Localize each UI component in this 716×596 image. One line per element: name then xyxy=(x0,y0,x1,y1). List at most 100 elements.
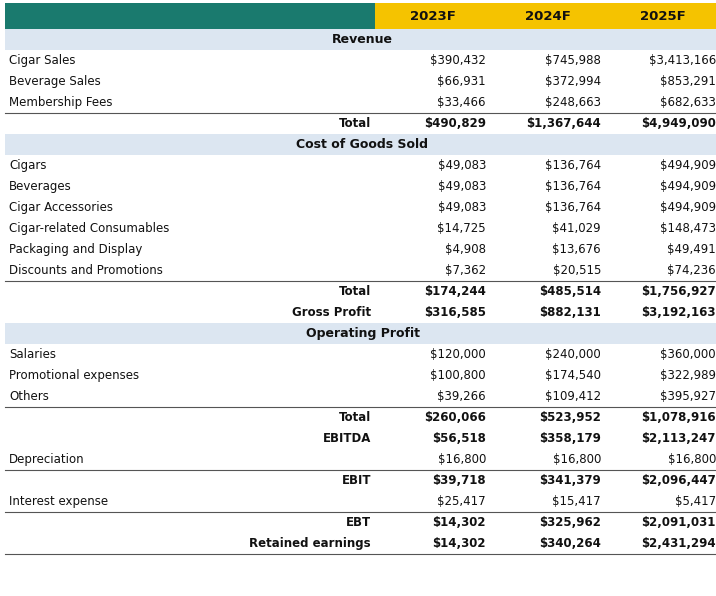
Text: $25,417: $25,417 xyxy=(437,495,486,508)
Text: $49,083: $49,083 xyxy=(437,159,486,172)
Bar xyxy=(5,386,716,407)
Text: $109,412: $109,412 xyxy=(545,390,601,403)
Bar xyxy=(5,50,716,71)
Text: $2,431,294: $2,431,294 xyxy=(642,537,716,550)
Bar xyxy=(5,29,716,50)
Bar xyxy=(5,365,716,386)
Text: $1,367,644: $1,367,644 xyxy=(526,117,601,130)
Text: 2024F: 2024F xyxy=(525,10,571,23)
Text: $490,829: $490,829 xyxy=(424,117,486,130)
Text: Cost of Goods Sold: Cost of Goods Sold xyxy=(296,138,428,151)
Text: $136,764: $136,764 xyxy=(545,180,601,193)
Text: $360,000: $360,000 xyxy=(660,348,716,361)
Bar xyxy=(5,92,716,113)
Text: $2,096,447: $2,096,447 xyxy=(642,474,716,487)
Bar xyxy=(5,71,716,92)
Text: Total: Total xyxy=(339,117,371,130)
Text: $882,131: $882,131 xyxy=(539,306,601,319)
Bar xyxy=(5,533,716,554)
Text: $494,909: $494,909 xyxy=(660,201,716,214)
Text: $148,473: $148,473 xyxy=(660,222,716,235)
Bar xyxy=(5,155,716,176)
Bar xyxy=(5,218,716,239)
Text: $16,800: $16,800 xyxy=(667,453,716,466)
Text: $56,518: $56,518 xyxy=(432,432,486,445)
Text: $74,236: $74,236 xyxy=(667,264,716,277)
Text: $41,029: $41,029 xyxy=(552,222,601,235)
Text: Membership Fees: Membership Fees xyxy=(9,96,112,109)
Bar xyxy=(5,512,716,533)
Text: Retained earnings: Retained earnings xyxy=(249,537,371,550)
Text: $14,725: $14,725 xyxy=(437,222,486,235)
Bar xyxy=(5,239,716,260)
Text: $745,988: $745,988 xyxy=(545,54,601,67)
Text: Promotional expenses: Promotional expenses xyxy=(9,369,139,382)
Bar xyxy=(5,428,716,449)
Text: $14,302: $14,302 xyxy=(432,537,486,550)
Text: 2023F: 2023F xyxy=(410,10,455,23)
Text: $1,078,916: $1,078,916 xyxy=(642,411,716,424)
Text: Packaging and Display: Packaging and Display xyxy=(9,243,142,256)
Bar xyxy=(5,134,716,155)
Text: $248,663: $248,663 xyxy=(545,96,601,109)
Text: $39,718: $39,718 xyxy=(432,474,486,487)
Text: Others: Others xyxy=(9,390,49,403)
Text: Revenue: Revenue xyxy=(332,33,393,46)
Bar xyxy=(5,281,716,302)
Text: Cigars: Cigars xyxy=(9,159,47,172)
Text: $5,417: $5,417 xyxy=(675,495,716,508)
Text: $853,291: $853,291 xyxy=(660,75,716,88)
Text: $260,066: $260,066 xyxy=(424,411,486,424)
Text: $66,931: $66,931 xyxy=(437,75,486,88)
Text: $340,264: $340,264 xyxy=(539,537,601,550)
Text: $4,908: $4,908 xyxy=(445,243,486,256)
Bar xyxy=(5,302,716,323)
Text: $120,000: $120,000 xyxy=(430,348,486,361)
Text: $682,633: $682,633 xyxy=(660,96,716,109)
Text: Cigar-related Consumables: Cigar-related Consumables xyxy=(9,222,170,235)
Text: $2,091,031: $2,091,031 xyxy=(642,516,716,529)
Text: Total: Total xyxy=(339,411,371,424)
Text: Beverage Sales: Beverage Sales xyxy=(9,75,101,88)
Text: $174,540: $174,540 xyxy=(545,369,601,382)
Text: $16,800: $16,800 xyxy=(437,453,486,466)
Text: Total: Total xyxy=(339,285,371,298)
Text: $33,466: $33,466 xyxy=(437,96,486,109)
Bar xyxy=(5,449,716,470)
Bar xyxy=(5,407,716,428)
Text: $100,800: $100,800 xyxy=(430,369,486,382)
Text: $7,362: $7,362 xyxy=(445,264,486,277)
Text: $316,585: $316,585 xyxy=(424,306,486,319)
Text: $1,756,927: $1,756,927 xyxy=(642,285,716,298)
Text: Salaries: Salaries xyxy=(9,348,56,361)
Text: $485,514: $485,514 xyxy=(539,285,601,298)
Text: Discounts and Promotions: Discounts and Promotions xyxy=(9,264,163,277)
Text: Operating Profit: Operating Profit xyxy=(306,327,420,340)
Bar xyxy=(5,323,716,344)
Text: Cigar Accessories: Cigar Accessories xyxy=(9,201,113,214)
Bar xyxy=(5,470,716,491)
Bar xyxy=(5,3,375,29)
Text: $240,000: $240,000 xyxy=(546,348,601,361)
Text: $16,800: $16,800 xyxy=(553,453,601,466)
Text: $341,379: $341,379 xyxy=(539,474,601,487)
Text: Depreciation: Depreciation xyxy=(9,453,84,466)
Bar xyxy=(5,344,716,365)
Text: $49,491: $49,491 xyxy=(667,243,716,256)
Text: EBT: EBT xyxy=(346,516,371,529)
Text: $49,083: $49,083 xyxy=(437,180,486,193)
Text: Interest expense: Interest expense xyxy=(9,495,108,508)
Text: $494,909: $494,909 xyxy=(660,180,716,193)
Text: EBITDA: EBITDA xyxy=(323,432,371,445)
Text: $372,994: $372,994 xyxy=(545,75,601,88)
Text: Cigar Sales: Cigar Sales xyxy=(9,54,75,67)
Bar xyxy=(5,113,716,134)
Text: $325,962: $325,962 xyxy=(539,516,601,529)
Text: $494,909: $494,909 xyxy=(660,159,716,172)
Text: $49,083: $49,083 xyxy=(437,201,486,214)
Text: $13,676: $13,676 xyxy=(552,243,601,256)
Text: $15,417: $15,417 xyxy=(552,495,601,508)
Text: $322,989: $322,989 xyxy=(660,369,716,382)
Text: $136,764: $136,764 xyxy=(545,159,601,172)
Bar xyxy=(375,3,490,29)
